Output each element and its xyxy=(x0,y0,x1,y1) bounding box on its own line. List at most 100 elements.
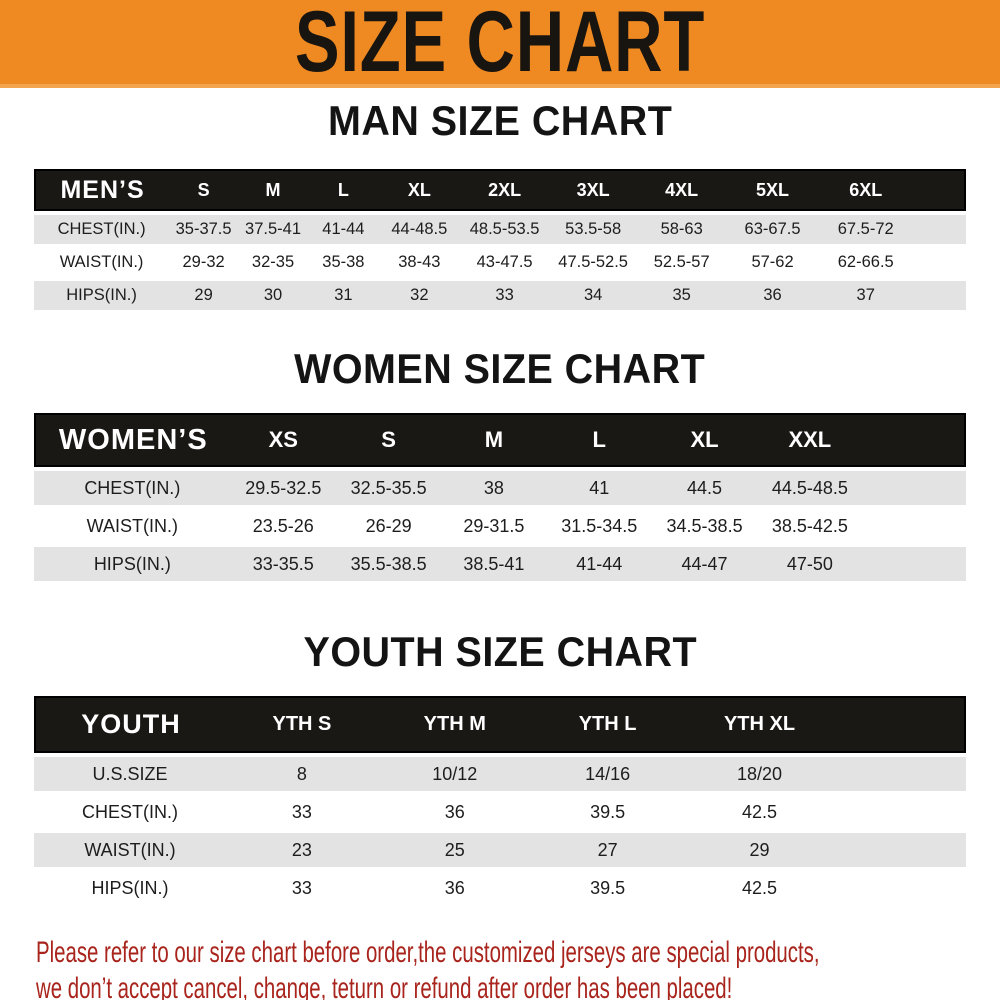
size-value: 41-44 xyxy=(546,547,652,581)
size-value: 34 xyxy=(549,281,637,310)
men-hips-row: HIPS(IN.) 29 30 31 32 33 34 35 36 37 xyxy=(34,281,966,310)
size-value: 38-43 xyxy=(378,248,460,277)
size-value: 36 xyxy=(377,795,532,829)
size-value: 48.5-53.5 xyxy=(459,215,550,244)
men-header-spacer xyxy=(912,169,966,211)
size-value: 47-50 xyxy=(757,547,863,581)
size-value: 67.5-72 xyxy=(818,215,913,244)
youth-ussize-row: U.S.SIZE 8 10/12 14/16 18/20 xyxy=(34,757,966,791)
row-label: HIPS(IN.) xyxy=(34,547,231,581)
size-value: 36 xyxy=(377,871,532,905)
size-value: 35.5-38.5 xyxy=(335,547,442,581)
size-value: 47.5-52.5 xyxy=(549,248,637,277)
size-value: 29.5-32.5 xyxy=(230,471,336,505)
youth-header-row: YOUTH YTH S YTH M YTH L YTH XL xyxy=(34,696,966,753)
women-column-header: XXL xyxy=(757,413,863,467)
size-value: 33 xyxy=(459,281,550,310)
size-value: 39.5 xyxy=(531,795,684,829)
size-value: 31 xyxy=(307,281,379,310)
size-value: 44.5 xyxy=(651,471,758,505)
youth-column-header: YTH XL xyxy=(683,696,836,753)
row-spacer xyxy=(862,471,966,505)
row-label: CHEST(IN.) xyxy=(34,471,231,505)
row-spacer xyxy=(862,547,966,581)
men-group-label: MEN’S xyxy=(34,169,170,211)
size-value: 52.5-57 xyxy=(636,248,727,277)
youth-column-header: YTH S xyxy=(225,696,378,753)
row-spacer xyxy=(862,509,966,543)
men-column-header: S xyxy=(169,169,239,211)
women-column-header: L xyxy=(546,413,652,467)
men-column-header: 3XL xyxy=(549,169,637,211)
women-size-chart-title: WOMEN SIZE CHART xyxy=(0,346,1000,399)
women-column-header: S xyxy=(335,413,442,467)
size-value: 33 xyxy=(225,871,378,905)
size-value: 39.5 xyxy=(531,871,684,905)
size-value: 43-47.5 xyxy=(459,248,550,277)
size-value: 29-31.5 xyxy=(441,509,547,543)
size-value: 38.5-41 xyxy=(441,547,547,581)
women-waist-row: WAIST(IN.) 23.5-26 26-29 29-31.5 31.5-34… xyxy=(34,509,966,543)
women-hips-row: HIPS(IN.) 33-35.5 35.5-38.5 38.5-41 41-4… xyxy=(34,547,966,581)
men-column-header: 4XL xyxy=(636,169,727,211)
row-label: U.S.SIZE xyxy=(34,757,226,791)
youth-group-label: YOUTH xyxy=(34,696,226,753)
man-size-chart-title-text: MAN SIZE CHART xyxy=(327,97,673,144)
row-label: HIPS(IN.) xyxy=(34,281,170,310)
women-header-spacer xyxy=(862,413,966,467)
row-spacer xyxy=(835,757,966,791)
size-value: 37.5-41 xyxy=(238,215,308,244)
row-label: WAIST(IN.) xyxy=(34,833,226,867)
row-label: CHEST(IN.) xyxy=(34,795,226,829)
size-value: 41-44 xyxy=(307,215,379,244)
size-value: 10/12 xyxy=(377,757,532,791)
men-header-row: MEN’S S M L XL 2XL 3XL 4XL 5XL 6XL xyxy=(34,169,966,211)
size-value: 23 xyxy=(225,833,378,867)
men-column-header: 5XL xyxy=(726,169,819,211)
size-value: 35-37.5 xyxy=(169,215,239,244)
row-spacer xyxy=(912,248,966,277)
size-value: 34.5-38.5 xyxy=(651,509,758,543)
size-value: 41 xyxy=(546,471,652,505)
men-column-header: 6XL xyxy=(818,169,913,211)
size-value: 35 xyxy=(636,281,727,310)
size-value: 26-29 xyxy=(335,509,442,543)
youth-waist-row: WAIST(IN.) 23 25 27 29 xyxy=(34,833,966,867)
size-value: 38.5-42.5 xyxy=(757,509,863,543)
men-column-header: M xyxy=(238,169,308,211)
size-value: 38 xyxy=(441,471,547,505)
size-value: 29-32 xyxy=(169,248,239,277)
youth-size-chart-title: YOUTH SIZE CHART xyxy=(0,629,1000,682)
row-label: WAIST(IN.) xyxy=(34,248,170,277)
size-value: 32-35 xyxy=(238,248,308,277)
size-value: 14/16 xyxy=(531,757,684,791)
size-value: 53.5-58 xyxy=(549,215,637,244)
youth-column-header: YTH M xyxy=(377,696,532,753)
row-spacer xyxy=(912,215,966,244)
size-value: 23.5-26 xyxy=(230,509,336,543)
women-column-header: M xyxy=(441,413,547,467)
size-value: 18/20 xyxy=(683,757,836,791)
size-value: 33-35.5 xyxy=(230,547,336,581)
youth-size-chart-title-text: YOUTH SIZE CHART xyxy=(303,628,697,675)
men-column-header: XL xyxy=(378,169,460,211)
size-value: 63-67.5 xyxy=(726,215,819,244)
order-disclaimer: Please refer to our size chart before or… xyxy=(0,935,1000,1000)
women-group-label: WOMEN’S xyxy=(34,413,231,467)
size-value: 33 xyxy=(225,795,378,829)
size-value: 36 xyxy=(726,281,819,310)
youth-chest-row: CHEST(IN.) 33 36 39.5 42.5 xyxy=(34,795,966,829)
size-value: 42.5 xyxy=(683,795,836,829)
women-header-row: WOMEN’S XS S M L XL XXL xyxy=(34,413,966,467)
row-label: HIPS(IN.) xyxy=(34,871,226,905)
row-spacer xyxy=(912,281,966,310)
women-chest-row: CHEST(IN.) 29.5-32.5 32.5-35.5 38 41 44.… xyxy=(34,471,966,505)
size-value: 35-38 xyxy=(307,248,379,277)
size-value: 27 xyxy=(531,833,684,867)
youth-header-spacer xyxy=(835,696,966,753)
size-value: 29 xyxy=(683,833,836,867)
size-value: 58-63 xyxy=(636,215,727,244)
size-chart-banner: SIZE CHART xyxy=(0,0,1000,88)
size-value: 44-47 xyxy=(651,547,758,581)
men-waist-row: WAIST(IN.) 29-32 32-35 35-38 38-43 43-47… xyxy=(34,248,966,277)
